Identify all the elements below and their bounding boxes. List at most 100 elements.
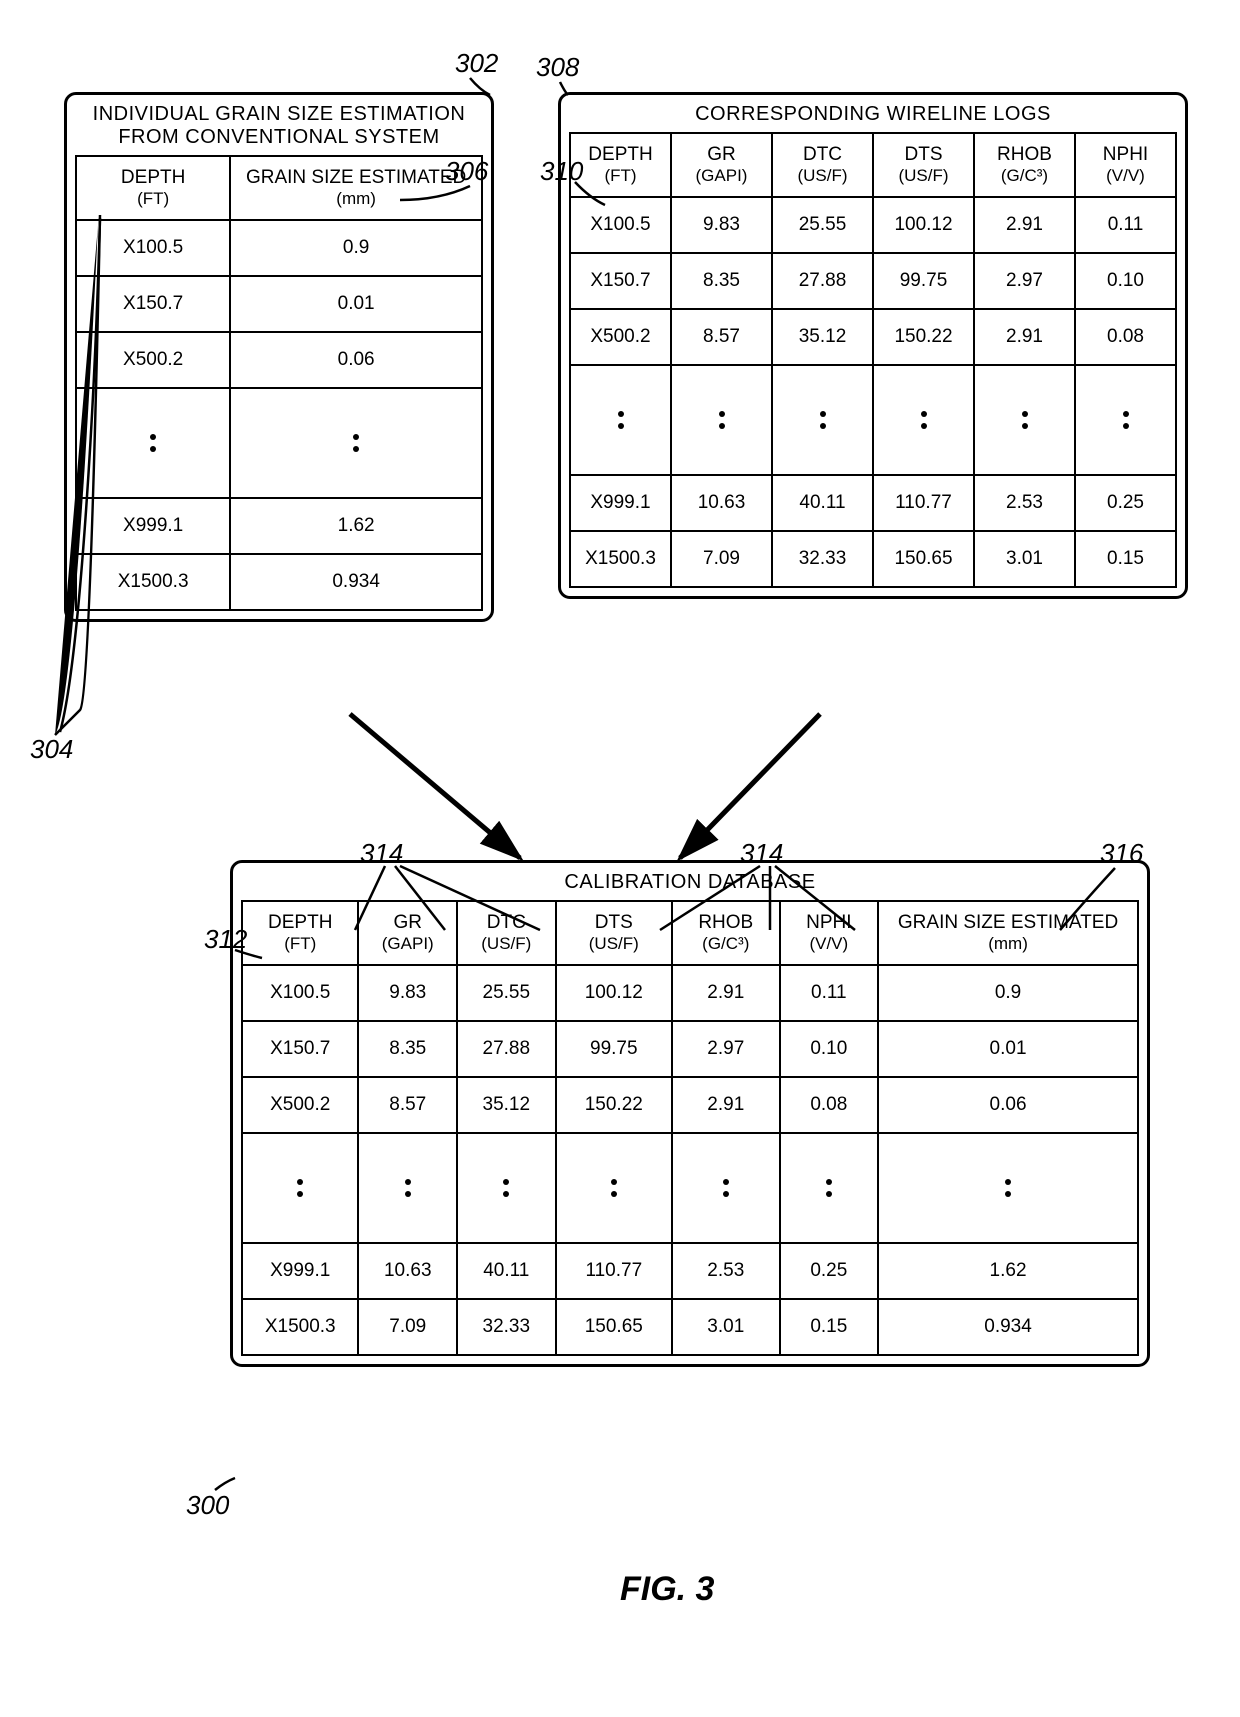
cell: 0.9 <box>878 965 1138 1021</box>
cell: 27.88 <box>772 253 873 309</box>
ellipsis-cell <box>873 365 974 475</box>
cell: 8.57 <box>671 309 772 365</box>
col-header: RHOB(G/C³) <box>974 133 1075 197</box>
table-row: X999.11.62 <box>76 498 482 554</box>
cell: 0.25 <box>780 1243 879 1299</box>
cell: X150.7 <box>76 276 230 332</box>
cell: 8.57 <box>358 1077 457 1133</box>
cell: X150.7 <box>242 1021 358 1077</box>
cell: 10.63 <box>358 1243 457 1299</box>
cell: 32.33 <box>457 1299 556 1355</box>
table-row: X100.59.8325.55100.122.910.11 <box>570 197 1176 253</box>
col-header: DTC(US/F) <box>457 901 556 965</box>
cell: 3.01 <box>672 1299 780 1355</box>
ellipsis-cell <box>671 365 772 475</box>
table-row: X500.28.5735.12150.222.910.080.06 <box>242 1077 1138 1133</box>
callout-312: 312 <box>204 924 247 955</box>
cell: 2.97 <box>672 1021 780 1077</box>
cell: X100.5 <box>76 220 230 276</box>
col-header: DTC(US/F) <box>772 133 873 197</box>
col-header: DEPTH(FT) <box>570 133 671 197</box>
cell: 150.22 <box>873 309 974 365</box>
ellipsis-cell <box>556 1133 672 1243</box>
cell: 99.75 <box>556 1021 672 1077</box>
table-row: X150.78.3527.8899.752.970.10 <box>570 253 1176 309</box>
cell: 2.53 <box>974 475 1075 531</box>
cell: 8.35 <box>358 1021 457 1077</box>
table-row: X100.59.8325.55100.122.910.110.9 <box>242 965 1138 1021</box>
cell: 1.62 <box>230 498 482 554</box>
cell: 35.12 <box>772 309 873 365</box>
cell: X1500.3 <box>570 531 671 587</box>
cell: 2.91 <box>974 309 1075 365</box>
table-300: DEPTH(FT)GR(GAPI)DTC(US/F)DTS(US/F)RHOB(… <box>241 900 1139 1356</box>
ellipsis-cell <box>76 388 230 498</box>
cell: 0.934 <box>230 554 482 610</box>
cell: 100.12 <box>556 965 672 1021</box>
table-row: X100.50.9 <box>76 220 482 276</box>
ellipsis-cell <box>242 1133 358 1243</box>
col-header: DTS(US/F) <box>873 133 974 197</box>
cell: 7.09 <box>671 531 772 587</box>
cell: 40.11 <box>457 1243 556 1299</box>
table-row <box>570 365 1176 475</box>
table-row: X1500.30.934 <box>76 554 482 610</box>
cell: 0.06 <box>230 332 482 388</box>
cell: 0.11 <box>1075 197 1176 253</box>
panel-wireline-logs: CORRESPONDING WIRELINE LOGS DEPTH(FT)GR(… <box>558 92 1188 599</box>
ellipsis-cell <box>230 388 482 498</box>
ellipsis-cell <box>358 1133 457 1243</box>
ellipsis-cell <box>672 1133 780 1243</box>
cell: X1500.3 <box>242 1299 358 1355</box>
col-header: GR(GAPI) <box>671 133 772 197</box>
table-row: X1500.37.0932.33150.653.010.150.934 <box>242 1299 1138 1355</box>
cell: 35.12 <box>457 1077 556 1133</box>
cell: X999.1 <box>76 498 230 554</box>
panel-calibration-database: CALIBRATION DATABASE DEPTH(FT)GR(GAPI)DT… <box>230 860 1150 1367</box>
ellipsis-cell <box>1075 365 1176 475</box>
cell: 150.65 <box>556 1299 672 1355</box>
cell: X999.1 <box>570 475 671 531</box>
cell: 2.91 <box>672 1077 780 1133</box>
cell: 2.91 <box>672 965 780 1021</box>
cell: 0.15 <box>780 1299 879 1355</box>
col-header: NPHI(V/V) <box>780 901 879 965</box>
table-row <box>242 1133 1138 1243</box>
table-row: X999.110.6340.11110.772.530.25 <box>570 475 1176 531</box>
cell: 25.55 <box>457 965 556 1021</box>
cell: 0.08 <box>1075 309 1176 365</box>
cell: 2.53 <box>672 1243 780 1299</box>
cell: 0.10 <box>780 1021 879 1077</box>
cell: 0.25 <box>1075 475 1176 531</box>
panel-grain-size-estimation: INDIVIDUAL GRAIN SIZE ESTIMATION FROM CO… <box>64 92 494 622</box>
cell: 32.33 <box>772 531 873 587</box>
ellipsis-cell <box>974 365 1075 475</box>
cell: 9.83 <box>671 197 772 253</box>
col-depth-header: DEPTH(FT) <box>76 156 230 220</box>
callout-314a: 314 <box>360 838 403 869</box>
callout-306: 306 <box>445 156 488 187</box>
cell: 0.15 <box>1075 531 1176 587</box>
cell: X500.2 <box>570 309 671 365</box>
cell: 0.934 <box>878 1299 1138 1355</box>
cell: 2.97 <box>974 253 1075 309</box>
cell: 110.77 <box>556 1243 672 1299</box>
panel-302-title: INDIVIDUAL GRAIN SIZE ESTIMATION FROM CO… <box>75 103 483 149</box>
table-302: DEPTH(FT) GRAIN SIZE ESTIMATED(mm) X100.… <box>75 155 483 611</box>
col-header: DEPTH(FT) <box>242 901 358 965</box>
callout-310: 310 <box>540 156 583 187</box>
callout-300: 300 <box>186 1490 229 1521</box>
cell: 1.62 <box>878 1243 1138 1299</box>
callout-308: 308 <box>536 52 579 83</box>
cell: 0.01 <box>878 1021 1138 1077</box>
cell: 25.55 <box>772 197 873 253</box>
ellipsis-cell <box>457 1133 556 1243</box>
callout-304: 304 <box>30 734 73 765</box>
cell: X150.7 <box>570 253 671 309</box>
panel-308-title: CORRESPONDING WIRELINE LOGS <box>569 103 1177 126</box>
cell: 7.09 <box>358 1299 457 1355</box>
cell: X500.2 <box>76 332 230 388</box>
table-row <box>76 388 482 498</box>
table-row: X150.70.01 <box>76 276 482 332</box>
ellipsis-cell <box>878 1133 1138 1243</box>
